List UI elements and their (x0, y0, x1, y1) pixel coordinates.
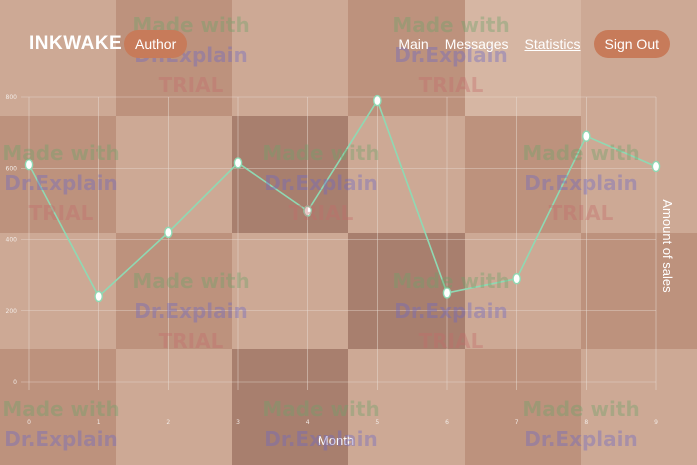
x-tick-label: 6 (445, 419, 449, 426)
series-line (28, 98, 657, 298)
chart-series (28, 98, 657, 298)
bg-tile (580, 348, 697, 465)
data-point (442, 287, 452, 299)
brand-logo[interactable]: INKWAKE (29, 33, 123, 54)
bg-tile (580, 232, 697, 349)
data-point (582, 130, 591, 142)
nav-link-messages[interactable]: Messages (444, 36, 509, 52)
data-point (373, 94, 382, 107)
y-tick-label: 400 (6, 237, 18, 244)
x-axis-title: Month (318, 433, 354, 448)
y-tick-label: 0 (13, 379, 17, 386)
x-tick-label: 8 (584, 419, 588, 426)
y-tick-label: 800 (6, 94, 18, 101)
x-tick-label: 9 (654, 419, 658, 426)
bg-tile (464, 348, 581, 465)
data-point (94, 290, 103, 303)
sign-out-button[interactable]: Sign Out (593, 30, 670, 58)
bg-tile (348, 348, 465, 465)
data-point (512, 272, 521, 285)
data-point (164, 226, 173, 239)
bg-tile (232, 232, 349, 349)
nav-link-statistics[interactable]: Statistics (524, 36, 581, 52)
role-badge: Author (124, 30, 188, 58)
data-point (233, 157, 243, 169)
y-tick-label: 200 (6, 308, 18, 315)
y-axis-title: Amount of sales (660, 199, 675, 293)
bg-tile (116, 116, 233, 233)
x-tick-label: 1 (97, 419, 101, 426)
chart-ticks: 0 200 400 600 800 0 1 2 3 4 5 6 7 8 9 (6, 94, 659, 426)
x-tick-label: 3 (236, 419, 240, 426)
x-tick-label: 7 (515, 419, 519, 426)
bg-tile (464, 232, 581, 349)
bg-tile (116, 232, 233, 349)
chart-points (24, 94, 661, 303)
chart-grid (21, 96, 657, 390)
bg-tile (232, 348, 349, 465)
bg-tile (580, 116, 697, 233)
x-tick-label: 5 (375, 419, 379, 426)
top-header: INKWAKE Author Main Messages Statistics … (0, 0, 697, 88)
data-point (24, 158, 34, 171)
bg-tile (348, 116, 465, 233)
y-tick-label: 600 (6, 165, 18, 172)
x-tick-label: 4 (306, 419, 310, 426)
x-tick-label: 2 (166, 419, 170, 426)
bg-tile (0, 348, 117, 465)
bg-tile (0, 116, 117, 233)
data-point (303, 205, 312, 217)
bg-tile (232, 116, 349, 233)
data-point (651, 160, 661, 173)
nav-link-main[interactable]: Main (398, 36, 429, 52)
x-tick-label: 0 (27, 419, 31, 426)
bg-tile (464, 116, 581, 233)
bg-tile (116, 348, 233, 465)
bg-tile (0, 232, 117, 349)
main-nav: Main Messages Statistics Sign Out (398, 30, 697, 58)
